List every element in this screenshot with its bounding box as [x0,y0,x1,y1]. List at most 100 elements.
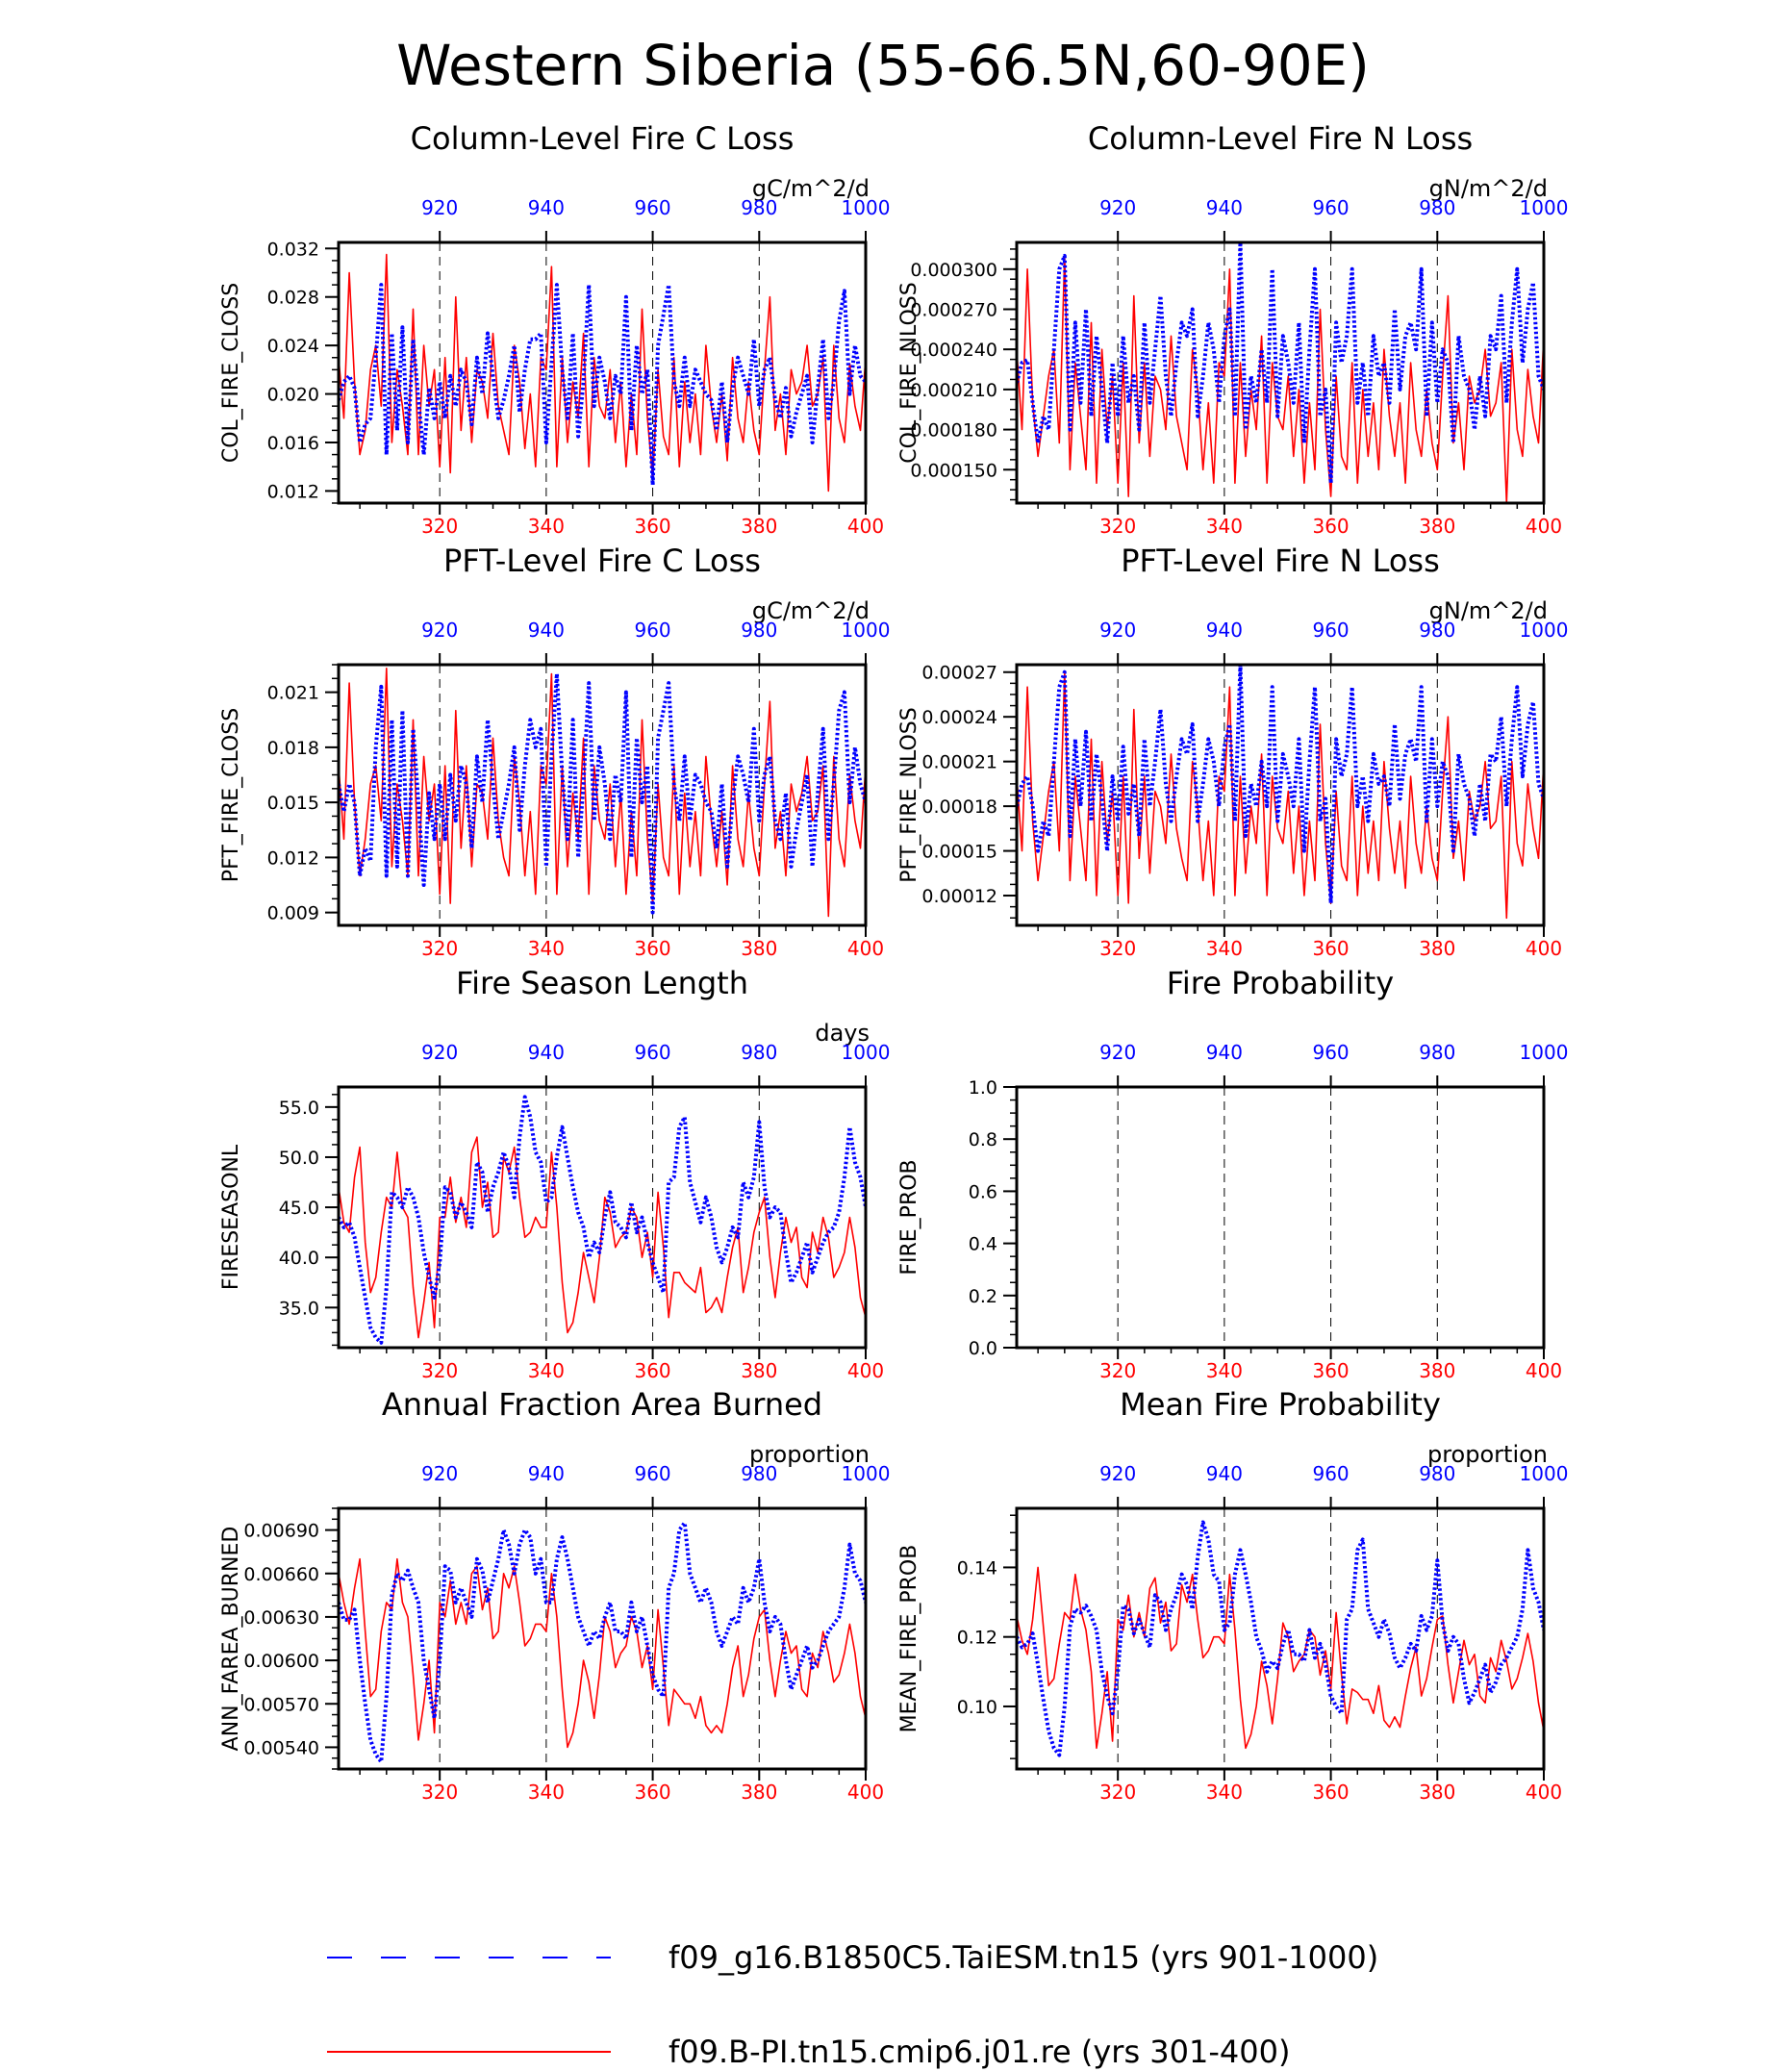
panel-title: Annual Fraction Area Burned [382,1386,822,1423]
series-line-blue [339,283,866,488]
x-tick-label-top: 940 [1206,619,1243,642]
y-tick-label: 0.015 [267,793,319,814]
x-tick-label-top: 940 [528,619,565,642]
x-tick-label-bottom: 360 [1312,937,1349,960]
x-tick-label-bottom: 400 [1526,515,1562,538]
y-tick-label: 0.020 [267,385,319,406]
x-tick-label-top: 980 [741,1462,777,1485]
x-tick-label-bottom: 380 [1419,937,1455,960]
x-tick-label-bottom: 380 [1419,1781,1455,1804]
x-tick-label-top: 920 [421,196,458,219]
y-tick-label: 0.000270 [910,299,997,320]
series-line-red [1017,255,1544,503]
y-tick-label: 0.00570 [243,1694,319,1715]
panels: Column-Level Fire C Loss gC/m^2/d COL_FIRE… [219,120,1568,1804]
x-tick-label-top: 920 [421,619,458,642]
x-tick-label-top: 980 [741,196,777,219]
x-tick-label-bottom: 360 [1312,515,1349,538]
x-tick-label-top: 980 [1419,1462,1455,1485]
y-axis-label: FIRE_PROB [897,1159,921,1275]
x-tick-label-bottom: 380 [741,515,777,538]
x-tick-label-bottom: 320 [421,515,458,538]
x-tick-label-bottom: 380 [1419,1359,1455,1382]
x-tick-label-bottom: 400 [1526,937,1562,960]
panel-title: PFT-Level Fire C Loss [443,543,761,579]
x-tick-label-top: 960 [634,619,670,642]
y-axis-label: COL_FIRE_CLOSS [219,283,243,463]
y-tick-label: 0.2 [969,1286,997,1307]
x-tick-label-bottom: 380 [1419,515,1455,538]
panel-3: PFT-Level Fire C Loss gC/m^2/d PFT_FIRE_CL… [219,543,890,960]
x-tick-label-top: 1000 [1520,1041,1569,1064]
series-group [339,1521,866,1764]
x-tick-label-top: 940 [1206,1041,1243,1064]
y-tick-label: 0.024 [267,336,319,357]
plot-frame [1015,1085,1546,1350]
series-line-red [1017,1566,1544,1750]
series-group [1017,242,1544,503]
x-tick-label-top: 980 [741,619,777,642]
x-tick-label-bottom: 360 [634,1781,670,1804]
x-tick-label-bottom: 400 [847,515,884,538]
y-tick-label: 55.0 [279,1098,319,1119]
y-tick-label: 0.00024 [921,707,997,728]
y-tick-label: 0.000240 [910,340,997,361]
x-tick-label-bottom: 340 [528,937,565,960]
series-group [339,1095,866,1345]
y-axis-label: COL_FIRE_NLOSS [897,282,921,463]
y-tick-label: 0.028 [267,288,319,309]
y-tick-label: 0.4 [969,1234,997,1255]
y-tick-label: 0.012 [267,481,319,502]
x-tick-label-bottom: 380 [741,1359,777,1382]
x-tick-label-top: 920 [421,1462,458,1485]
x-tick-label-bottom: 320 [1099,1781,1136,1804]
y-tick-label: 0.000180 [910,420,997,442]
y-tick-label: 0.00018 [921,796,997,818]
y-axis-label: ANN_FAREA_BURNED [219,1527,243,1752]
x-tick-label-top: 920 [1099,1462,1136,1485]
panel-1: Column-Level Fire C Loss gC/m^2/d COL_FIRE… [219,120,890,538]
series-group [1017,1520,1544,1757]
x-tick-label-top: 1000 [1520,196,1569,219]
x-tick-label-bottom: 360 [634,515,670,538]
y-tick-label: 0.000150 [910,460,997,481]
x-tick-label-top: 960 [634,1041,670,1064]
plot-frame [337,663,868,927]
units-label: days [815,1020,870,1047]
plot-frame [1015,1506,1546,1771]
x-tick-label-bottom: 340 [528,1781,565,1804]
y-tick-label: 0.00660 [243,1564,319,1585]
y-tick-label: 0.00600 [243,1651,319,1672]
x-tick-label-top: 940 [1206,196,1243,219]
x-tick-label-bottom: 360 [1312,1781,1349,1804]
units-label: gC/m^2/d [752,175,870,202]
y-tick-label: 40.0 [279,1248,319,1269]
x-tick-label-bottom: 360 [1312,1359,1349,1382]
series-line-blue [339,1521,866,1764]
x-tick-label-bottom: 320 [1099,515,1136,538]
x-tick-label-top: 920 [1099,1041,1136,1064]
panel-8: Mean Fire Probability proportion MEAN_FIRE… [897,1386,1568,1804]
plot-frame [337,240,868,505]
y-tick-label: 0.000210 [910,380,997,401]
series-line-red [339,253,866,493]
x-tick-label-top: 980 [1419,1041,1455,1064]
units-label: proportion [749,1441,870,1468]
y-tick-label: 0.018 [267,738,319,759]
panel-4: PFT-Level Fire N Loss gN/m^2/d PFT_FIRE_NL… [897,543,1568,960]
y-tick-label: 0.00690 [243,1521,319,1542]
x-tick-label-bottom: 320 [421,937,458,960]
series-line-red [1017,670,1544,920]
x-tick-label-top: 920 [1099,619,1136,642]
y-tick-label: 0.012 [267,847,319,869]
y-axis-label: PFT_FIRE_CLOSS [219,708,243,882]
x-tick-label-bottom: 400 [1526,1781,1562,1804]
x-tick-label-bottom: 400 [847,1359,884,1382]
y-tick-label: 0.0 [969,1338,997,1359]
units-label: proportion [1427,1441,1548,1468]
y-tick-label: 0.032 [267,239,319,260]
x-tick-label-top: 1000 [1520,619,1569,642]
y-axis-label: FIRESEASONL [219,1144,243,1290]
series-line-blue [339,1095,866,1345]
y-tick-label: 0.016 [267,433,319,454]
